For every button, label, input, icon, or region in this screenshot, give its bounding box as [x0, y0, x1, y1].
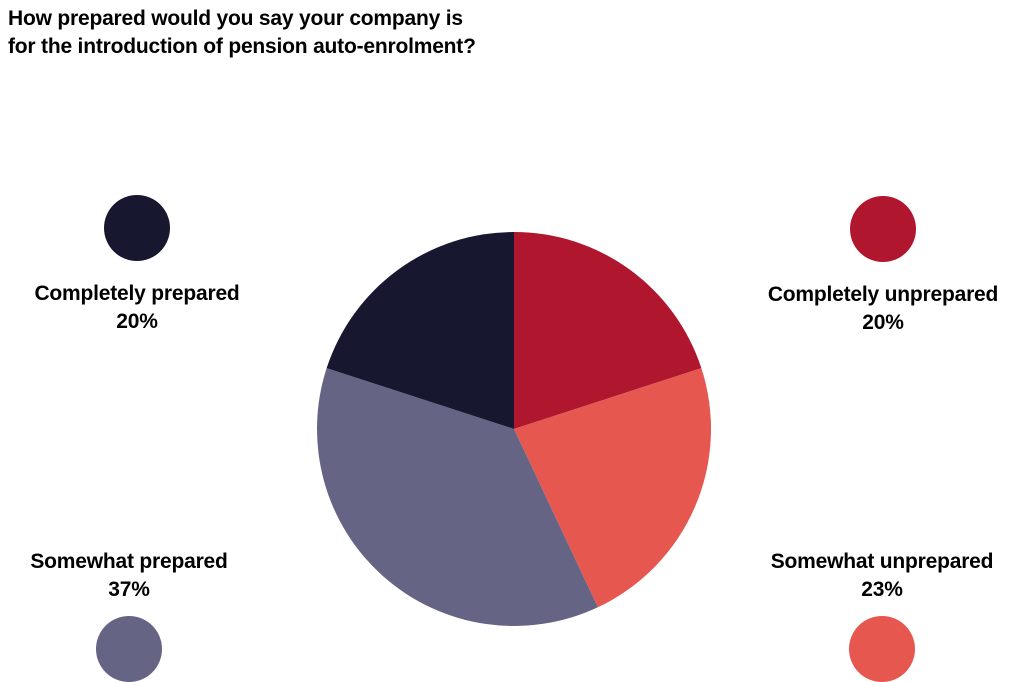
legend-completely-unprepared: Completely unprepared 20% [742, 196, 1024, 337]
legend-label: Somewhat prepared [30, 550, 228, 573]
pie-slice-somewhat-unprepared [514, 368, 711, 608]
legend-label: Completely prepared [34, 282, 240, 305]
legend-somewhat-unprepared: Somewhat unprepared 23% [740, 548, 1024, 682]
legend-label: Somewhat unprepared [770, 550, 994, 573]
legend-percent: 37% [108, 578, 150, 601]
legend-swatch-circle [96, 616, 162, 682]
pie-chart-svg [317, 232, 711, 626]
legend-percent: 23% [861, 578, 903, 601]
pie-slice-completely-unprepared [514, 232, 702, 429]
legend-swatch-circle [850, 196, 916, 262]
legend-percent: 20% [116, 310, 158, 333]
pie-slice-completely-prepared [326, 232, 514, 429]
legend-percent: 20% [862, 311, 904, 334]
legend-somewhat-prepared: Somewhat prepared 37% [0, 548, 258, 682]
legend-swatch-circle [849, 616, 915, 682]
chart-title: How prepared would you say your company … [8, 5, 476, 61]
pie-chart [314, 229, 714, 629]
legend-completely-prepared: Completely prepared 20% [0, 195, 274, 336]
legend-label: Completely unprepared [767, 283, 999, 306]
legend-swatch-circle [104, 195, 170, 261]
pie-slice-somewhat-prepared [317, 368, 598, 626]
chart-title-line1: How prepared would you say your company … [8, 7, 463, 30]
chart-title-line2: for the introduction of pension auto-enr… [8, 35, 476, 58]
